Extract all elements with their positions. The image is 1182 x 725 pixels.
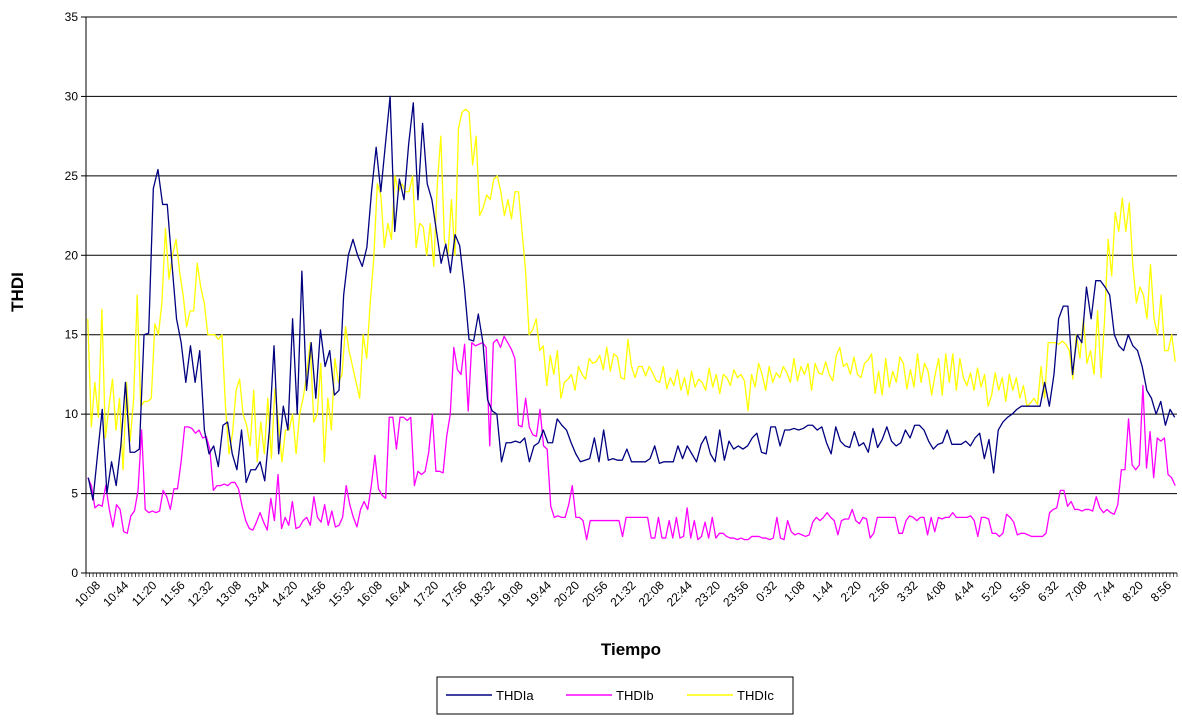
y-axis-ticks: 0 5 10 15 20 25 30 35 bbox=[65, 10, 86, 580]
x-tick-label: 21:32 bbox=[607, 578, 638, 609]
legend-box bbox=[436, 676, 794, 715]
x-tick-label: 22:44 bbox=[664, 578, 695, 609]
x-tick-label: 4:08 bbox=[922, 578, 949, 605]
y-tick-label: 20 bbox=[65, 248, 79, 262]
x-tick-label: 5:56 bbox=[1007, 578, 1034, 605]
series-lines bbox=[87, 95, 1176, 541]
legend-label-thdia: THDIa bbox=[496, 688, 534, 703]
x-tick-label: 5:20 bbox=[979, 578, 1006, 605]
x-tick-label: 22:08 bbox=[636, 578, 667, 609]
x-tick-label: 19:44 bbox=[523, 578, 554, 609]
y-tick-label: 15 bbox=[65, 328, 79, 342]
x-tick-label: 12:32 bbox=[185, 578, 216, 609]
x-tick-label: 3:32 bbox=[894, 578, 921, 605]
x-tick-label: 11:20 bbox=[129, 578, 160, 609]
x-tick-label: 13:08 bbox=[213, 578, 244, 609]
x-tick-label: 6:32 bbox=[1035, 578, 1062, 605]
axes bbox=[85, 17, 1177, 574]
x-tick-label: 8:56 bbox=[1148, 578, 1175, 605]
x-tick-label: 8:20 bbox=[1120, 578, 1147, 605]
x-tick-label: 4:44 bbox=[950, 578, 977, 605]
x-tick-label: 0:32 bbox=[753, 578, 780, 605]
y-axis-title: THDI bbox=[8, 272, 27, 312]
gridlines bbox=[86, 16, 1177, 495]
y-tick-label: 25 bbox=[65, 169, 79, 183]
x-tick-label: 18:32 bbox=[467, 578, 498, 609]
x-tick-label: 1:44 bbox=[809, 578, 836, 605]
x-tick-label: 20:56 bbox=[579, 578, 610, 609]
x-tick-label: 16:44 bbox=[382, 578, 413, 609]
x-tick-label: 17:56 bbox=[438, 578, 469, 609]
x-tick-label: 7:44 bbox=[1091, 578, 1118, 605]
x-tick-label: 10:08 bbox=[72, 578, 103, 609]
x-tick-label: 7:08 bbox=[1063, 578, 1090, 605]
y-tick-label: 30 bbox=[65, 89, 79, 103]
x-tick-label: 19:08 bbox=[495, 578, 526, 609]
y-tick-label: 0 bbox=[71, 566, 78, 580]
x-tick-label: 13:44 bbox=[241, 578, 272, 609]
x-tick-label: 23:20 bbox=[692, 578, 723, 609]
x-tick-label: 16:08 bbox=[354, 578, 385, 609]
x-tick-label: 17:20 bbox=[410, 578, 441, 609]
y-tick-label: 35 bbox=[65, 10, 79, 24]
x-tick-label: 14:56 bbox=[297, 578, 328, 609]
y-tick-label: 5 bbox=[71, 487, 78, 501]
series-line-thdic bbox=[87, 108, 1176, 471]
legend: THDIa THDIb THDIc bbox=[436, 676, 794, 715]
x-tick-label: 20:20 bbox=[551, 578, 582, 609]
x-tick-label: 1:08 bbox=[781, 578, 808, 605]
legend-label-thdib: THDIb bbox=[616, 688, 654, 703]
x-axis-title: Tiempo bbox=[601, 640, 661, 659]
x-tick-label: 2:20 bbox=[838, 578, 865, 605]
x-axis-ticks: 10:0810:4411:2011:5612:3213:0813:4414:20… bbox=[72, 573, 1178, 609]
x-tick-label: 2:56 bbox=[866, 578, 893, 605]
x-tick-label: 23:56 bbox=[720, 578, 751, 609]
series-line-thdia bbox=[87, 95, 1176, 501]
y-tick-label: 10 bbox=[65, 407, 79, 421]
x-tick-label: 10:44 bbox=[100, 578, 131, 609]
x-tick-label: 14:20 bbox=[269, 578, 300, 609]
x-tick-label: 11:56 bbox=[157, 578, 188, 609]
legend-label-thdic: THDIc bbox=[737, 688, 774, 703]
series-line-thdib bbox=[87, 335, 1176, 541]
x-tick-label: 15:32 bbox=[326, 578, 357, 609]
